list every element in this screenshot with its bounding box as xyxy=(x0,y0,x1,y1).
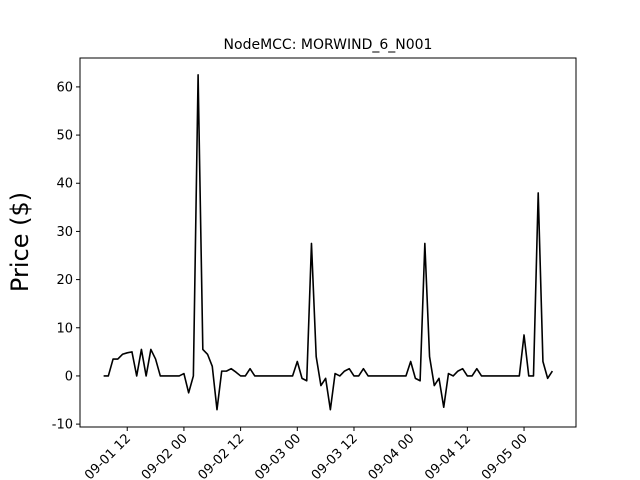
y-axis-label: Price ($) xyxy=(6,192,34,292)
plot-frame xyxy=(79,57,577,428)
y-tick-label: 30 xyxy=(56,225,73,240)
y-tick-label: 10 xyxy=(56,321,73,336)
y-tick-label: 60 xyxy=(56,80,73,95)
y-tick-label: -10 xyxy=(52,418,73,433)
y-tick-label: 0 xyxy=(65,369,73,384)
y-tick-label: 40 xyxy=(56,177,73,192)
y-tick-label: 20 xyxy=(56,273,73,288)
chart-title: NodeMCC: MORWIND_6_N001 xyxy=(224,37,433,53)
price-line xyxy=(103,74,554,411)
y-tick-label: 50 xyxy=(56,129,73,144)
